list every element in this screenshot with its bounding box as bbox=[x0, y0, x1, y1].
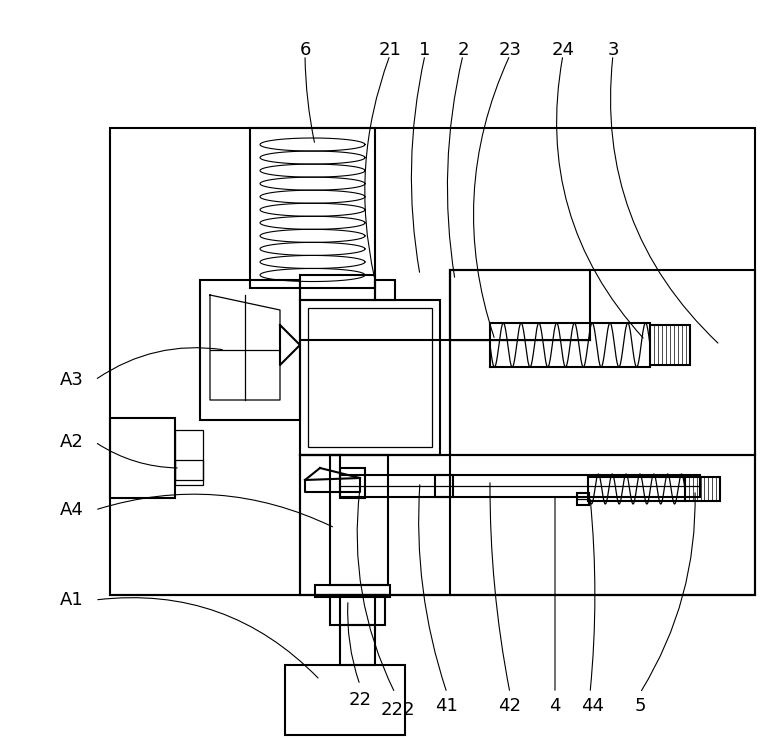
Text: 42: 42 bbox=[499, 697, 521, 715]
Bar bbox=[577, 493, 589, 505]
Bar bbox=[650, 325, 690, 365]
Bar bbox=[330, 455, 388, 585]
Bar bbox=[285, 665, 405, 735]
Text: 41: 41 bbox=[436, 697, 459, 715]
Text: 3: 3 bbox=[608, 41, 619, 59]
Bar bbox=[315, 585, 390, 597]
Bar bbox=[375, 280, 395, 300]
Bar bbox=[340, 625, 375, 665]
Bar bbox=[330, 595, 385, 625]
Bar bbox=[435, 475, 453, 497]
Bar bbox=[110, 418, 175, 498]
Bar bbox=[685, 477, 720, 501]
Text: 23: 23 bbox=[499, 41, 521, 59]
Bar bbox=[450, 270, 590, 340]
Bar bbox=[110, 128, 755, 595]
Bar bbox=[300, 300, 440, 455]
Text: 24: 24 bbox=[551, 41, 575, 59]
Bar bbox=[300, 275, 375, 300]
Text: 44: 44 bbox=[582, 697, 604, 715]
Text: A3: A3 bbox=[60, 371, 84, 389]
Text: 4: 4 bbox=[550, 697, 561, 715]
Bar bbox=[450, 270, 755, 455]
Text: A4: A4 bbox=[60, 501, 84, 519]
Bar bbox=[340, 475, 700, 497]
Text: 1: 1 bbox=[419, 41, 430, 59]
Text: 21: 21 bbox=[379, 41, 401, 59]
Bar bbox=[308, 308, 432, 447]
Text: 6: 6 bbox=[299, 41, 310, 59]
Bar bbox=[175, 430, 203, 480]
Bar bbox=[200, 280, 300, 420]
Bar bbox=[300, 455, 755, 595]
Text: 2: 2 bbox=[457, 41, 469, 59]
Bar bbox=[250, 128, 375, 288]
Text: A2: A2 bbox=[60, 433, 84, 451]
Text: 222: 222 bbox=[381, 701, 416, 719]
Bar bbox=[175, 460, 203, 485]
Text: A1: A1 bbox=[60, 591, 84, 609]
Text: 22: 22 bbox=[349, 691, 372, 709]
Text: 5: 5 bbox=[634, 697, 646, 715]
Bar bbox=[340, 468, 365, 498]
